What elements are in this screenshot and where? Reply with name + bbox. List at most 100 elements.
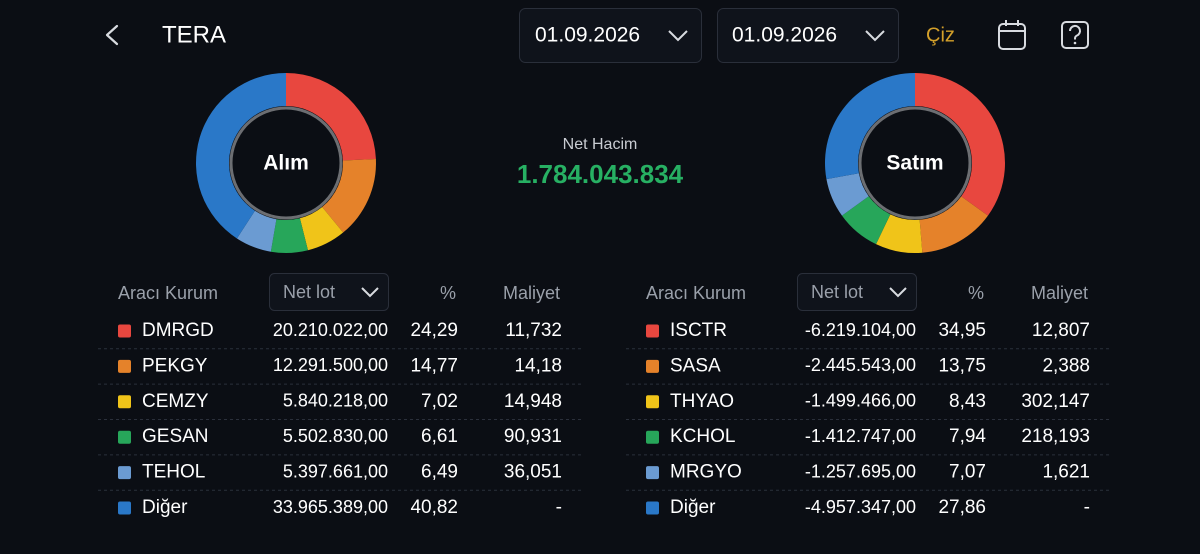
column-header: Aracı Kurum xyxy=(118,283,218,303)
broker-name: MRGYO xyxy=(670,462,742,483)
cost: 90,931 xyxy=(504,426,562,447)
broker-name: KCHOL xyxy=(670,426,735,447)
calendar-icon xyxy=(998,23,1026,50)
cost: 36,051 xyxy=(504,462,562,483)
net-lot-dropdown[interactable]: Net lot xyxy=(269,273,389,311)
donut-label: Satım xyxy=(886,152,943,175)
chevron xyxy=(668,30,688,42)
date-text: 01.09.2026 xyxy=(535,24,640,47)
broker-name: ISCTR xyxy=(670,320,727,341)
net-lot: -2.445.543,00 xyxy=(805,355,916,375)
donut-segment xyxy=(286,73,376,161)
column-header: % xyxy=(440,283,456,303)
color-swatch xyxy=(646,359,659,373)
net-lot: 5.502.830,00 xyxy=(283,426,388,446)
back-button[interactable] xyxy=(105,24,119,46)
color-swatch xyxy=(646,395,659,409)
date-text: 01.09.2026 xyxy=(732,24,837,47)
broker-name: CEMZY xyxy=(142,391,209,412)
back-arrow xyxy=(105,24,119,46)
cost: 218,193 xyxy=(1021,426,1090,447)
help-dot xyxy=(1073,41,1077,45)
donut-label: Alım xyxy=(263,152,309,175)
color-swatch xyxy=(118,501,131,515)
help-button[interactable] xyxy=(1061,21,1089,49)
cost: 302,147 xyxy=(1021,391,1090,412)
cost: - xyxy=(1084,497,1090,518)
donut-segment xyxy=(919,196,988,253)
broker-name: THYAO xyxy=(670,391,734,412)
donut-segment xyxy=(841,196,891,245)
percent: 14,77 xyxy=(410,355,458,376)
column-header: % xyxy=(968,283,984,303)
donut-segment xyxy=(236,210,277,252)
chevron xyxy=(361,287,379,298)
donut-segment xyxy=(876,214,923,253)
donut-inner-ring xyxy=(858,106,972,220)
net-lot: 5.397.661,00 xyxy=(283,461,388,481)
donut-segment xyxy=(826,173,869,216)
percent: 7,07 xyxy=(949,462,986,483)
percent: 34,95 xyxy=(938,320,986,341)
summary-value: 1.784.043.834 xyxy=(517,159,684,189)
percent: 6,61 xyxy=(421,426,458,447)
title: TERA xyxy=(162,21,226,48)
net-lot: -1.257.695,00 xyxy=(805,461,916,481)
percent: 27,86 xyxy=(938,497,986,518)
column-header: Net lot xyxy=(283,282,335,302)
color-swatch xyxy=(118,324,131,338)
date-from-select[interactable]: 01.09.2026 xyxy=(519,8,702,63)
net-lot-dropdown[interactable]: Net lot xyxy=(797,273,917,311)
column-header: Net lot xyxy=(811,282,863,302)
color-swatch xyxy=(646,324,659,338)
net-lot: 5.840.218,00 xyxy=(283,391,388,411)
cost: 2,388 xyxy=(1042,355,1090,376)
color-swatch xyxy=(118,395,131,409)
date-to-select[interactable]: 01.09.2026 xyxy=(717,8,899,63)
percent: 7,02 xyxy=(421,391,458,412)
percent: 8,43 xyxy=(949,391,986,412)
net-lot: -6.219.104,00 xyxy=(805,320,916,340)
date-box xyxy=(519,8,702,63)
date-box xyxy=(717,8,899,63)
net-lot: -1.412.747,00 xyxy=(805,426,916,446)
summary-label: Net Hacim xyxy=(563,136,638,153)
broker-name: Diğer xyxy=(142,497,188,518)
help-icon xyxy=(1061,21,1089,49)
color-swatch xyxy=(646,501,659,515)
net-lot: -4.957.347,00 xyxy=(805,497,916,517)
color-swatch xyxy=(118,359,131,373)
calendar-button[interactable] xyxy=(998,20,1026,50)
broker-name: DMRGD xyxy=(142,320,214,341)
cost: 14,948 xyxy=(504,391,562,412)
broker-name: PEKGY xyxy=(142,355,208,376)
donut-inner-ring xyxy=(229,106,343,220)
donut-segment xyxy=(825,73,915,180)
draw-button[interactable]: Çiz xyxy=(926,24,955,46)
column-header: Aracı Kurum xyxy=(646,283,746,303)
percent: 6,49 xyxy=(421,462,458,483)
help-mark xyxy=(1068,24,1081,40)
donut-segment xyxy=(915,73,1005,216)
cost: 14,18 xyxy=(514,355,562,376)
cost: - xyxy=(556,497,562,518)
color-swatch xyxy=(118,430,131,444)
chevron xyxy=(889,287,907,298)
cost: 1,621 xyxy=(1042,462,1090,483)
color-swatch xyxy=(646,466,659,480)
color-swatch xyxy=(646,430,659,444)
cost: 12,807 xyxy=(1032,320,1090,341)
percent: 13,75 xyxy=(938,355,986,376)
percent: 40,82 xyxy=(410,497,458,518)
chevron xyxy=(865,30,885,42)
color-swatch xyxy=(118,466,131,480)
net-lot: 12.291.500,00 xyxy=(273,355,388,375)
percent: 7,94 xyxy=(949,426,986,447)
column-header: Maliyet xyxy=(503,283,560,303)
dropdown-box xyxy=(797,273,917,311)
broker-name: SASA xyxy=(670,355,721,376)
donut-segment xyxy=(196,73,286,239)
